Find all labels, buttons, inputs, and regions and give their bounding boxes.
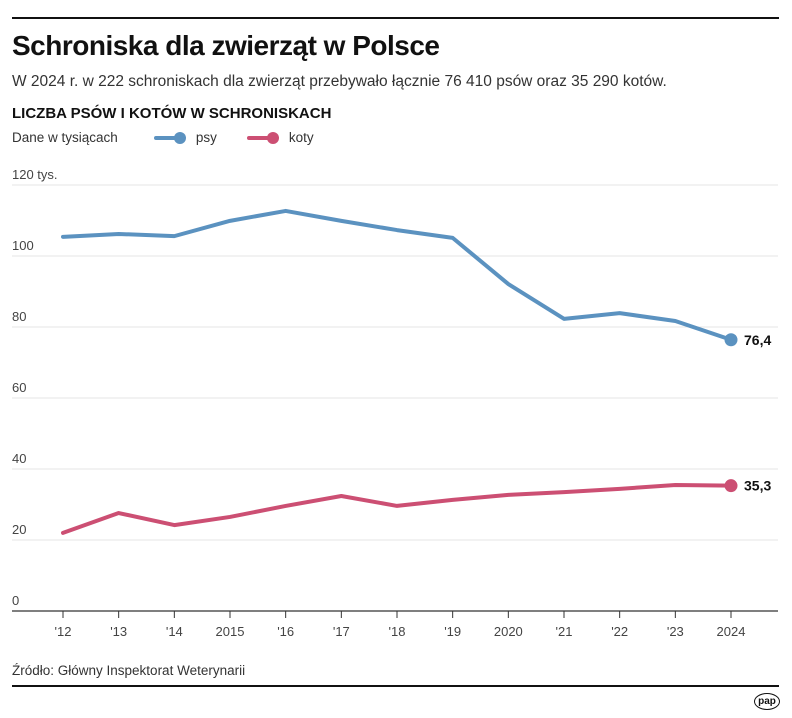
legend-item-koty: koty — [246, 130, 314, 145]
legend-item-psy: psy — [153, 130, 217, 145]
top-rule — [12, 17, 779, 19]
x-tick-label: '16 — [277, 624, 294, 639]
legend: Dane w tysiącach psy koty — [12, 130, 314, 145]
bottom-rule — [12, 685, 779, 687]
x-tick-label: '19 — [444, 624, 461, 639]
x-tick-label: '17 — [333, 624, 350, 639]
x-tick-label: 2020 — [494, 624, 523, 639]
source: Źródło: Główny Inspektorat Weterynarii — [12, 663, 246, 678]
y-tick-label: 0 — [12, 593, 19, 608]
x-tick-label: '12 — [55, 624, 72, 639]
x-tick-label: '22 — [611, 624, 628, 639]
series-line-koty — [61, 482, 733, 535]
subtitle: W 2024 r. w 222 schroniskach dla zwierzą… — [12, 73, 667, 90]
legend-line — [246, 135, 271, 140]
x-tick-label: '13 — [110, 624, 127, 639]
legend-dot — [266, 131, 279, 144]
chart-title: LICZBA PSÓW I KOTÓW W SCHRONISKACH — [12, 105, 332, 122]
y-tick-label: 20 — [12, 522, 26, 537]
end-point-psy — [724, 333, 738, 347]
x-tick-label: '23 — [667, 624, 684, 639]
end-point-koty — [724, 479, 738, 493]
legend-label: koty — [288, 130, 314, 145]
x-tick-label: '14 — [166, 624, 183, 639]
x-tick-label: 2015 — [216, 624, 245, 639]
legend-label: psy — [195, 130, 217, 145]
x-tick-label: '18 — [389, 624, 406, 639]
series-line-psy — [61, 208, 733, 342]
pap-logo: pap — [754, 693, 780, 710]
end-label-psy: 76,4 — [744, 332, 771, 348]
unit-note: Dane w tysiącach — [12, 130, 118, 145]
y-tick-label: 80 — [12, 309, 26, 324]
y-tick-label: 60 — [12, 380, 26, 395]
y-tick-label: 120 tys. — [12, 167, 58, 182]
end-label-koty: 35,3 — [744, 478, 771, 494]
x-tick-label: 2024 — [717, 624, 746, 639]
legend-dot — [173, 131, 186, 144]
legend-line — [153, 135, 178, 140]
y-tick-label: 100 — [12, 238, 34, 253]
y-tick-label: 40 — [12, 451, 26, 466]
page-title: Schroniska dla zwierząt w Polsce — [12, 30, 440, 61]
x-tick-label: '21 — [556, 624, 573, 639]
